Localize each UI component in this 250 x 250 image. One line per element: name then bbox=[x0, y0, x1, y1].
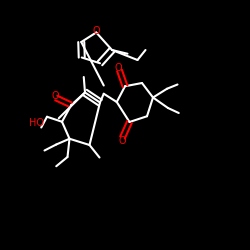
Text: HO: HO bbox=[29, 118, 44, 128]
Text: O: O bbox=[119, 136, 126, 145]
Text: O: O bbox=[114, 63, 122, 73]
Text: O: O bbox=[51, 91, 59, 101]
Text: O: O bbox=[92, 26, 100, 36]
